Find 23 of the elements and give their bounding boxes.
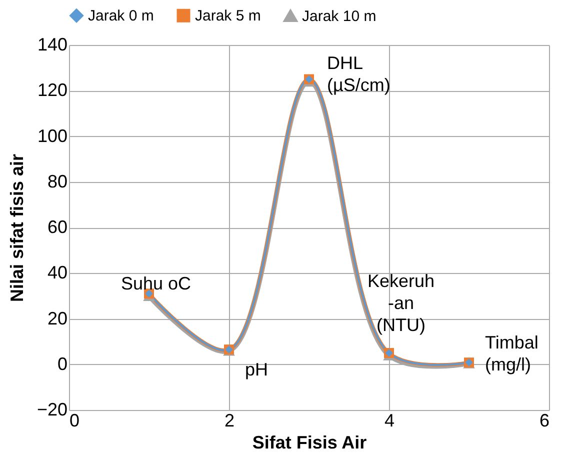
annotation: pH	[245, 360, 268, 380]
annotation: Kekeruh -an (NTU)	[367, 270, 435, 335]
y-tick-label: 100	[37, 126, 68, 146]
y-tick-label: 140	[37, 34, 68, 54]
legend-label: Jarak 5 m	[195, 8, 261, 25]
y-tick-label: 0	[57, 354, 68, 374]
y-tick-label: 60	[47, 217, 68, 237]
y-tick-label: 40	[47, 262, 68, 283]
y-tick-label: 20	[47, 308, 68, 328]
x-tick-label: 6	[539, 410, 550, 430]
legend-label: Jarak 0 m	[88, 8, 154, 25]
annotation: Timbal (mg/l)	[485, 332, 538, 375]
y-tick-label: 120	[37, 80, 68, 100]
x-axis-title: Sifat Fisis Air	[252, 432, 367, 452]
x-tick-label: 2	[224, 410, 235, 430]
x-tick-label: 4	[384, 410, 395, 430]
x-tick-label: 0	[70, 410, 80, 430]
y-tick-label: −20	[36, 400, 68, 420]
annotation: DHL (µS/cm)	[327, 53, 390, 96]
legend-label: Jarak 10 m	[302, 8, 376, 25]
y-axis-title: Nilai sifat fisis air	[6, 154, 27, 302]
y-tick-label: 80	[47, 171, 68, 192]
annotation: Suhu oC	[121, 274, 192, 294]
